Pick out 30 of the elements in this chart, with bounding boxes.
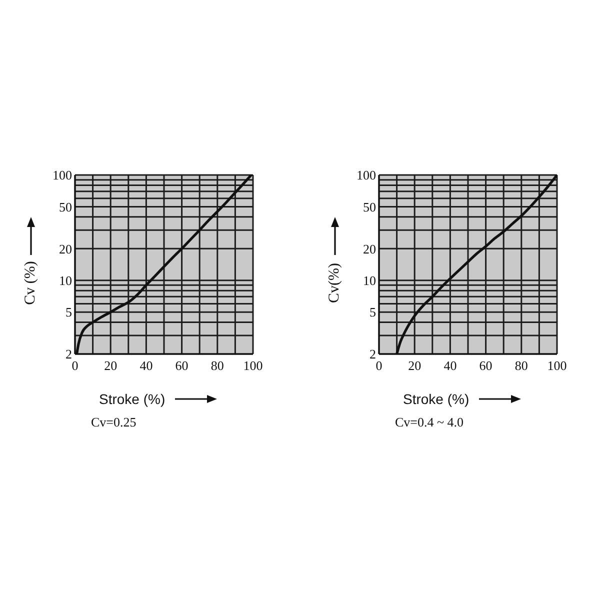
x-tick-label: 80 [514,358,528,374]
x-tick-label: 100 [547,358,567,374]
y-tick-label: 10 [363,272,376,288]
x-tick-label: 20 [408,358,422,374]
y-axis-title: Cv(%) [326,263,342,303]
x-tick-label: 40 [140,358,153,374]
x-tick-label: 0 [72,358,78,374]
y-tick-label: 10 [59,272,72,288]
y-tick-label: 5 [370,304,376,320]
y-tick-label: 50 [363,199,376,214]
x-tick-label: 60 [175,358,188,374]
y-tick-label: 50 [59,199,72,214]
x-tick-label: 20 [104,358,118,374]
x-tick-label: 40 [444,358,457,374]
y-tick-label: 100 [52,168,72,183]
x-tick-label: 60 [479,358,492,374]
y-tick-label: 5 [66,304,72,320]
text: Cv=0.4 ~ 4.0 [395,414,464,430]
y-tick-label: 20 [363,241,376,256]
y-tick-label: 2 [66,346,72,362]
x-axis-title: Stroke (%) [99,391,166,407]
x-tick-label: 80 [210,358,224,374]
y-tick-label: 20 [59,241,72,256]
y-tick-label: 2 [370,346,376,362]
x-axis-title: Stroke (%) [403,391,470,407]
x-tick-label: 100 [243,358,263,374]
y-tick-label: 100 [356,168,376,183]
y-axis-title: Cv (%) [22,261,38,305]
text: Cv=0.25 [91,414,136,430]
x-tick-label: 0 [376,358,382,374]
